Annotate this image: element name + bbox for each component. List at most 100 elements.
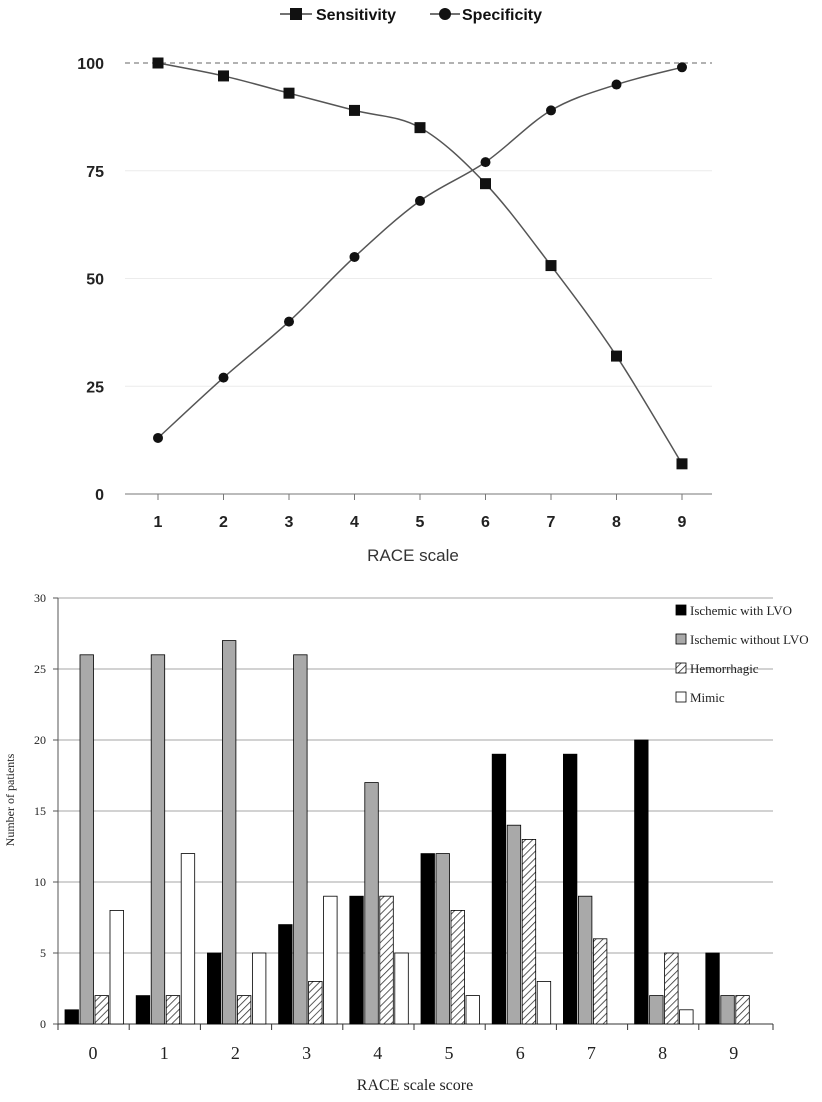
legend-label-ischemic-with-lvo: Ischemic with LVO (690, 603, 792, 618)
bottom-y-tick-label: 0 (40, 1017, 46, 1031)
top-x-tick-label: 9 (678, 514, 687, 531)
specificity-point (677, 62, 687, 73)
bottom-x-tick-label: 9 (729, 1043, 738, 1063)
bottom-x-axis-label: RACE scale score (357, 1077, 473, 1094)
bar-ischemic-with-lvo (634, 739, 649, 1025)
bar-hemorrhagic (379, 895, 394, 1025)
bar-hemorrhagic (236, 995, 252, 1025)
bottom-x-tick-label: 6 (516, 1043, 525, 1063)
specificity-point (153, 432, 163, 443)
bar-hemorrhagic (593, 938, 608, 1025)
top-y-ticks: 0 25 50 75 100 (77, 56, 104, 504)
legend-item-mimic: Mimic (675, 690, 725, 705)
bar-mimic (536, 981, 552, 1025)
sensitivity-point (414, 122, 426, 134)
bar-mimic (679, 1009, 694, 1025)
sensitivity-specificity-chart: 1 2 3 4 5 6 7 8 9 0 25 50 75 100 Sensitivity Specifi… (77, 7, 712, 565)
top-legend: Sensitivity Specificity (280, 7, 542, 24)
bar-mimic (394, 952, 409, 1025)
bar-ischemic-without-lvo (79, 654, 94, 1025)
top-x-axis-label: RACE scale (367, 546, 459, 565)
bar-ischemic-with-lvo (705, 952, 720, 1025)
top-x-tick-label: 1 (154, 514, 163, 531)
bar-mimic (251, 952, 267, 1025)
bottom-y-tick-label: 15 (34, 804, 46, 818)
sensitivity-point (545, 260, 557, 272)
bar-mimic (180, 853, 196, 1025)
top-x-tick-label: 6 (481, 514, 490, 531)
specificity-point (611, 79, 622, 90)
top-x-tick-label: 4 (350, 514, 359, 531)
sensitivity-point (611, 350, 622, 362)
bar-ischemic-without-lvo (435, 853, 450, 1025)
bottom-y-tick-label: 10 (34, 875, 46, 889)
bottom-y-tick-label: 5 (40, 946, 46, 960)
specificity-point (415, 195, 425, 206)
bottom-x-tick-label: 2 (231, 1043, 240, 1063)
bottom-y-tick-label: 25 (34, 662, 46, 676)
top-y-tick-label: 50 (86, 272, 104, 289)
bar-hemorrhagic (735, 995, 750, 1025)
bar-ischemic-with-lvo (563, 753, 578, 1025)
bar-ischemic-without-lvo (720, 995, 735, 1025)
bar-ischemic-without-lvo (221, 640, 237, 1025)
bar-hemorrhagic (450, 910, 465, 1025)
bar-ischemic-with-lvo (349, 895, 364, 1025)
bottom-gridlines (58, 597, 773, 954)
bar-ischemic-with-lvo (491, 753, 507, 1025)
top-y-tick-label: 0 (95, 487, 104, 504)
legend-item-ischemic-with-lvo: Ischemic with LVO (675, 603, 792, 618)
top-x-tick-label: 3 (285, 514, 294, 531)
specificity-point (284, 316, 294, 327)
bottom-legend: Ischemic with LVO Ischemic without LVO H… (675, 603, 809, 705)
sensitivity-point (349, 104, 360, 116)
sensitivity-point (218, 70, 229, 82)
bottom-x-tick-label: 4 (373, 1043, 382, 1063)
bottom-x-ticks: 0 1 2 3 4 5 6 7 8 9 (57, 1024, 774, 1063)
bottom-x-tick-label: 1 (160, 1043, 169, 1063)
bar-hemorrhagic (521, 839, 537, 1025)
bar-ischemic-without-lvo (578, 895, 593, 1025)
bar-mimic (323, 895, 338, 1025)
bottom-x-tick-label: 3 (302, 1043, 311, 1063)
legend-label-ischemic-without-lvo: Ischemic without LVO (690, 632, 809, 647)
series-line-sensitivity (157, 62, 683, 465)
legend-item-specificity: Specificity (430, 7, 542, 24)
top-y-tick-label: 75 (86, 164, 104, 181)
legend-label-specificity: Specificity (462, 7, 542, 24)
top-x-tick-label: 7 (547, 514, 556, 531)
bottom-y-axis-label: Number of patients (3, 753, 17, 846)
specificity-point (349, 251, 360, 262)
top-x-tick-label: 5 (416, 514, 425, 531)
bar-hemorrhagic (308, 981, 323, 1025)
bottom-x-tick-label: 8 (658, 1043, 667, 1063)
bar-ischemic-without-lvo (506, 824, 522, 1025)
bar-mimic (465, 995, 480, 1025)
bar-ischemic-without-lvo (364, 782, 379, 1025)
specificity-point (546, 105, 556, 116)
bar-hemorrhagic (664, 952, 679, 1025)
sensitivity-point (480, 178, 491, 190)
bottom-x-tick-label: 7 (587, 1043, 596, 1063)
top-gridlines (125, 170, 712, 387)
top-x-ticks: 1 2 3 4 5 6 7 8 9 (154, 494, 687, 531)
bar-ischemic-with-lvo (420, 853, 435, 1025)
sensitivity-point (152, 57, 164, 69)
bottom-x-tick-label: 5 (445, 1043, 454, 1063)
legend-item-hemorrhagic: Hemorrhagic (675, 661, 759, 676)
legend-item-ischemic-without-lvo: Ischemic without LVO (675, 632, 809, 647)
bar-ischemic-with-lvo (135, 995, 151, 1025)
top-x-tick-label: 8 (612, 514, 621, 531)
bottom-y-tick-label: 20 (34, 733, 46, 747)
specificity-point (218, 372, 229, 383)
legend-label-mimic: Mimic (690, 690, 725, 705)
legend-item-sensitivity: Sensitivity (280, 7, 396, 24)
bar-mimic (109, 910, 124, 1025)
bar-ischemic-without-lvo (150, 654, 166, 1025)
legend-label-hemorrhagic: Hemorrhagic (690, 661, 759, 676)
bar-hemorrhagic (165, 995, 181, 1025)
top-y-tick-label: 100 (77, 56, 104, 73)
bar-hemorrhagic (94, 995, 109, 1025)
bar-ischemic-with-lvo (206, 952, 222, 1025)
